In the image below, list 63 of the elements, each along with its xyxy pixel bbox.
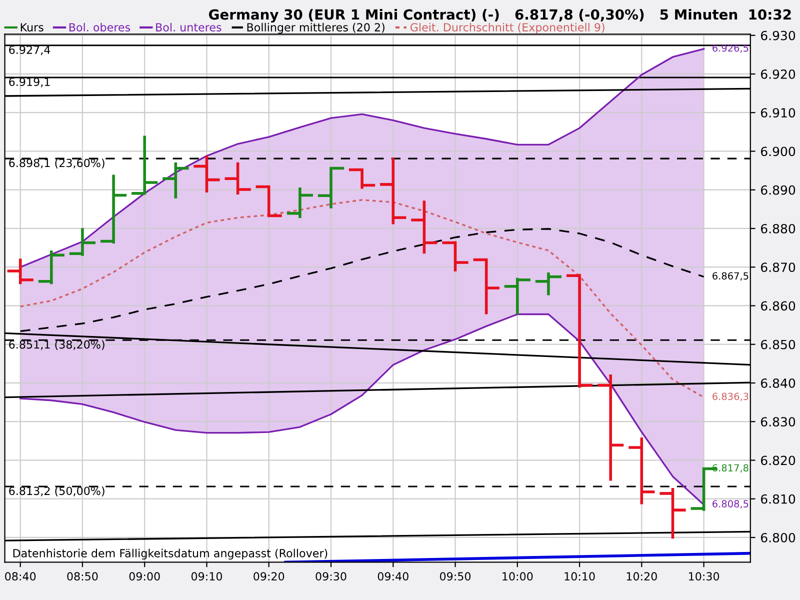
candlestick: [440, 240, 470, 273]
candlestick: [410, 199, 439, 255]
candlestick: [596, 373, 626, 482]
y-tick-label: 6.870: [760, 262, 796, 272]
candlestick: [316, 166, 346, 210]
candlestick: [254, 185, 284, 218]
candlestick: [472, 258, 501, 316]
x-tick-label: 08:40: [5, 572, 36, 581]
y-tick-label: 6.930: [760, 30, 796, 40]
x-tick-label: 10:10: [564, 572, 595, 581]
ref-line-label: 6.851,1 (38,20%): [9, 340, 104, 350]
legend-label: Gleit. Durchschnitt (Exponentiell 9): [410, 22, 604, 34]
y-tick-label: 6.900: [760, 146, 796, 156]
y-tick-label: 6.820: [760, 456, 796, 466]
candlestick: [68, 226, 97, 258]
data-label: 6.808,5: [712, 500, 748, 508]
y-tick-label: 6.810: [760, 494, 796, 504]
x-tick-label: 09:30: [316, 572, 346, 581]
x-tick-label: 09:20: [254, 572, 284, 581]
candlestick: [627, 436, 656, 506]
candlestick: [658, 486, 688, 540]
x-tick-label: 09:00: [129, 572, 160, 581]
y-tick-label: 6.850: [760, 340, 796, 350]
ref-line-label: 6.898,1 (23,60%): [9, 158, 104, 168]
legend-label: Kurs: [20, 23, 44, 32]
candlestick: [565, 272, 594, 390]
data-label: 6.867,5: [712, 272, 748, 281]
chart-title: Germany 30 (EUR 1 Mini Contract) (-) 6.817,8 (-0,30%) 5 Minuten 10:32: [208, 9, 791, 23]
x-tick-label: 10:00: [502, 572, 533, 581]
candlestick: [99, 173, 128, 245]
legend-label: Bollinger mittleres (20 2): [247, 22, 384, 34]
ref-line-label: 6.919,1: [9, 78, 50, 88]
y-tick-label: 6.800: [760, 532, 796, 542]
ref-line-label: 6.813,2 (50,00%): [9, 486, 104, 496]
candlestick: [161, 161, 190, 200]
y-tick-label: 6.890: [760, 185, 796, 195]
legend-label: Bol. oberes: [69, 22, 130, 32]
candlestick: [378, 156, 408, 226]
candlestick: [36, 249, 66, 286]
data-label: 6.926,5: [712, 44, 748, 53]
x-tick-label: 10:30: [689, 572, 720, 581]
legend-label: Bol. unteres: [156, 22, 222, 32]
x-tick-label: 08:50: [67, 572, 98, 581]
x-tick-label: 10:20: [626, 572, 657, 581]
y-tick-label: 6.860: [760, 301, 796, 311]
candlestick: [192, 154, 222, 194]
candlestick: [348, 168, 376, 190]
candlestick: [534, 271, 563, 297]
candlestick: [286, 186, 314, 220]
candlestick: [130, 134, 160, 195]
y-tick-label: 6.840: [760, 378, 796, 388]
x-tick-label: 09:50: [440, 572, 471, 581]
candlestick: [502, 276, 532, 316]
annotation: Datenhistorie dem Fälligkeitsdatum angepasst (Rollover): [13, 548, 328, 560]
y-tick-label: 6.920: [760, 69, 796, 79]
y-tick-label: 6.910: [760, 108, 796, 118]
x-tick-label: 09:40: [378, 572, 408, 581]
y-tick-label: 6.830: [760, 417, 796, 427]
candlestick: [6, 257, 35, 286]
data-label: 6.836,3: [712, 392, 748, 402]
x-tick-label: 09:10: [191, 572, 222, 581]
y-tick-label: 6.880: [760, 224, 796, 234]
candlestick: [223, 161, 252, 196]
